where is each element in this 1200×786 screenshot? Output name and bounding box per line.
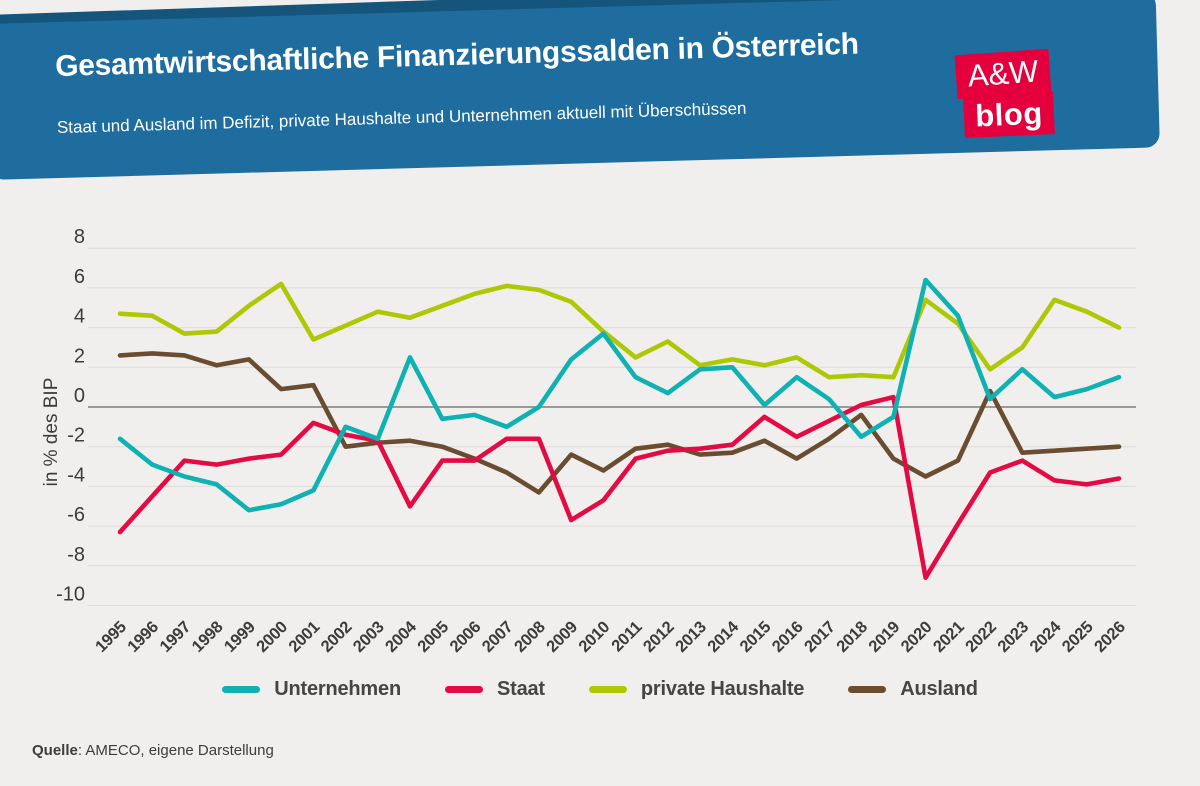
y-tick-label: -2 [67, 425, 85, 447]
x-tick-label: 1996 [124, 618, 162, 656]
y-tick-label: -10 [56, 584, 85, 606]
x-tick-label: 2007 [479, 618, 517, 656]
x-tick-label: 1998 [189, 618, 227, 656]
x-tick-label: 2026 [1091, 618, 1129, 656]
legend-item-ausland: Ausland [848, 678, 978, 701]
x-tick-label: 2005 [414, 618, 452, 656]
x-tick-label: 2020 [898, 618, 936, 656]
x-tick-label: 2021 [930, 618, 968, 656]
legend-swatch-staat [444, 686, 483, 693]
x-tick-label: 2016 [769, 618, 807, 656]
source-label: Quelle [32, 742, 78, 759]
x-tick-label: 2004 [382, 617, 421, 656]
legend-item-haushalte: private Haushalte [588, 678, 805, 701]
x-tick-label: 2015 [737, 618, 775, 656]
logo-blog-box: blog [963, 92, 1055, 138]
x-tick-label: 2014 [704, 617, 743, 656]
chart-legend: Unternehmen Staat private Haushalte Ausl… [0, 678, 1200, 701]
y-tick-label: 4 [74, 306, 85, 328]
legend-label-staat: Staat [496, 678, 545, 700]
series-line-private-haushalte [117, 281, 1122, 380]
x-tick-label: 2002 [318, 618, 356, 656]
x-tick-label: 1999 [221, 618, 259, 656]
x-tick-label: 2011 [608, 618, 645, 655]
y-tick-label: 8 [74, 226, 85, 248]
source-text: : AMECO, eigene Darstellung [77, 742, 274, 759]
x-tick-label: 2017 [801, 618, 839, 656]
x-tick-label: 2022 [962, 618, 1000, 656]
page-subtitle: Staat und Ausland im Defizit, private Ha… [56, 98, 747, 138]
legend-item-unternehmen: Unternehmen [222, 678, 401, 701]
y-tick-label: -6 [67, 504, 85, 526]
legend-swatch-haushalte [588, 686, 627, 693]
x-tick-label: 2006 [446, 618, 484, 656]
source-note: Quelle: AMECO, eigene Darstellung [32, 742, 274, 759]
y-tick-label: 6 [74, 266, 85, 288]
legend-item-staat: Staat [444, 678, 545, 701]
x-tick-label: 2000 [253, 618, 291, 656]
legend-swatch-unternehmen [222, 686, 261, 693]
x-tick-label: 2018 [833, 618, 871, 656]
x-tick-label: 2008 [511, 618, 549, 656]
x-tick-label: 2019 [865, 618, 903, 656]
x-tick-label: 2012 [640, 618, 678, 656]
x-tick-label: 2024 [1027, 617, 1066, 656]
series-line-staat [117, 394, 1122, 581]
x-tick-label: 1997 [156, 618, 194, 656]
x-tick-label: 2010 [575, 618, 613, 656]
logo-aw-box: A&W [954, 48, 1052, 100]
x-tick-label: 2009 [543, 618, 581, 656]
x-tick-label: 2013 [672, 618, 710, 656]
page-title: Gesamtwirtschaftliche Finanzierungssalde… [54, 27, 860, 84]
x-tick-label: 2025 [1059, 618, 1097, 656]
series-line-ausland [117, 351, 1122, 495]
legend-label-unternehmen: Unternehmen [274, 678, 401, 700]
legend-swatch-ausland [848, 686, 887, 693]
x-tick-label: 2001 [285, 618, 323, 656]
x-tick-label: 2003 [350, 618, 388, 656]
series-line-unternehmen [117, 277, 1122, 513]
legend-label-haushalte: private Haushalte [640, 678, 805, 700]
y-tick-label: -8 [67, 544, 85, 566]
y-tick-label: 0 [74, 385, 85, 407]
x-tick-label: 1995 [92, 618, 130, 656]
x-tick-label: 2023 [994, 618, 1032, 656]
y-axis-title: in % des BIP [41, 378, 62, 487]
y-tick-label: -4 [67, 464, 85, 486]
legend-label-ausland: Ausland [900, 678, 978, 700]
line-chart: 8 6 4 2 0 -2 -4 -6 -8 -10 in % des BIP 199519961997… [41, 226, 1136, 656]
y-tick-label: 2 [74, 345, 85, 367]
